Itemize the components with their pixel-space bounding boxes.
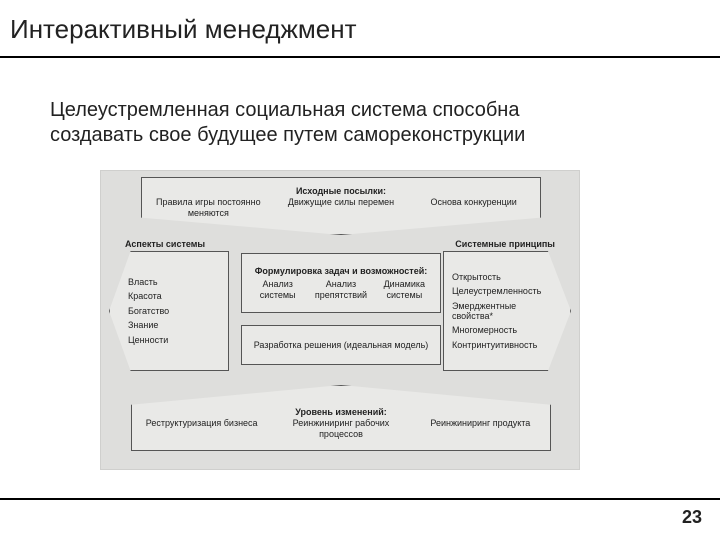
right-item-1: Целеустремленность (452, 286, 541, 296)
bottom-item-0: Реструктуризация бизнеса (132, 418, 271, 428)
right-item-2: Эмерджентные свойства* (452, 301, 556, 322)
label-aspects: Аспекты системы (125, 239, 205, 249)
page-title: Интерактивный менеджмент (10, 14, 357, 45)
top-item-0: Правила игры постоянно меняются (142, 197, 275, 218)
slide: Интерактивный менеджмент Целеустремленна… (0, 0, 720, 540)
rule-bottom (0, 498, 720, 500)
center-top-item-2: Динамика системы (373, 279, 436, 300)
left-item-4: Ценности (128, 335, 168, 345)
center-top-box: Формулировка задач и возможностей: Анали… (241, 253, 441, 313)
right-item-0: Открытость (452, 272, 501, 282)
subtitle: Целеустремленная социальная система спос… (50, 98, 570, 148)
left-item-0: Власть (128, 277, 158, 287)
center-bottom-box: Разработка решения (идеальная модель) (241, 325, 441, 365)
center-top-items: Анализ системы Анализ препятствий Динами… (246, 279, 436, 300)
top-banner-title: Исходные посылки: (296, 186, 386, 196)
label-principles: Системные принципы (455, 239, 555, 249)
top-item-1: Движущие силы перемен (275, 197, 408, 207)
bottom-item-1: Реинжиниринг рабочих процессов (271, 418, 410, 439)
center-bottom-text: Разработка решения (идеальная модель) (254, 340, 429, 350)
bottom-banner-title: Уровень изменений: (295, 407, 387, 417)
page-number: 23 (682, 507, 702, 528)
diagram: Исходные посылки: Правила игры постоянно… (100, 170, 580, 470)
right-item-4: Контринтуитивность (452, 340, 537, 350)
bottom-banner-items: Реструктуризация бизнеса Реинжиниринг ра… (132, 418, 550, 439)
bottom-banner: Уровень изменений: Реструктуризация бизн… (131, 385, 551, 451)
center-top-item-0: Анализ системы (246, 279, 309, 300)
center-top-item-1: Анализ препятствий (309, 279, 372, 300)
left-item-3: Знание (128, 320, 158, 330)
bottom-item-2: Реинжиниринг продукта (411, 418, 550, 428)
top-banner-items: Правила игры постоянно меняются Движущие… (142, 197, 540, 218)
top-item-2: Основа конкуренции (407, 197, 540, 207)
top-banner: Исходные посылки: Правила игры постоянно… (141, 177, 541, 235)
left-panel: Власть Красота Богатство Знание Ценности (109, 251, 229, 371)
left-item-1: Красота (128, 291, 162, 301)
center-top-title: Формулировка задач и возможностей: (255, 266, 428, 276)
left-item-2: Богатство (128, 306, 169, 316)
right-panel: Открытость Целеустремленность Эмерджентн… (443, 251, 571, 371)
rule-top (0, 56, 720, 58)
right-item-3: Многомерность (452, 325, 517, 335)
